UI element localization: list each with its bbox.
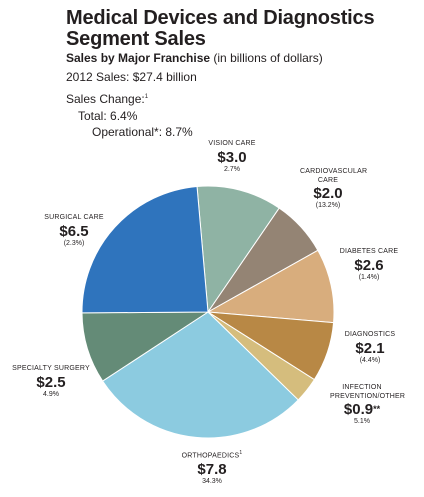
slice-value: $7.8	[197, 460, 227, 478]
pie-slice-surgical-care	[81, 185, 209, 314]
slice-value: $2.0	[313, 185, 343, 202]
slice-name-wrap: ORTHOPAEDICS1	[172, 449, 252, 461]
slice-name: VISION CARE	[208, 140, 256, 147]
slice-value: $2.5	[36, 373, 66, 391]
chart-subtitle: Sales by Major Franchise (in billions of…	[66, 51, 323, 65]
slice-detail: 34.3%	[202, 477, 222, 485]
sales-change-footnote: 1	[144, 94, 149, 100]
subtitle-bold-text: Sales by Major Franchise	[66, 51, 211, 65]
slice-value-wrap: $0.9**	[322, 401, 402, 418]
slice-detail: (1.4%)	[358, 273, 380, 281]
slice-name-footnote: 1	[239, 450, 243, 456]
label-vision-care: VISION CARE $3.0 2.7%	[200, 140, 264, 174]
slice-name: CARDIOVASCULAR CARE	[300, 168, 368, 184]
title-line-1: Medical Devices and Diagnostics	[66, 7, 375, 29]
slice-detail: (13.2%)	[315, 202, 341, 209]
slice-value: $6.5	[59, 222, 89, 240]
label-specialty-surgery: SPECIALTY SURGERY $2.5 4.9%	[4, 365, 98, 399]
pie-slice-orthopaedics	[101, 311, 299, 439]
label-diagnostics: DIAGNOSTICS $2.1 (4.4%)	[338, 331, 402, 365]
slice-name: DIABETES CARE	[339, 248, 399, 255]
title-line-2: Segment Sales	[66, 28, 206, 50]
slice-value: $2.1	[355, 339, 385, 357]
slice-detail: 2.7%	[224, 165, 240, 173]
slice-name: ORTHOPAEDICS	[181, 452, 240, 460]
subtitle-normal-text: (in billions of dollars)	[210, 51, 323, 65]
slice-value-footnote: **	[373, 404, 381, 414]
label-orthopaedics: ORTHOPAEDICS1 $7.8 34.3%	[172, 449, 252, 486]
slice-value: $3.0	[217, 148, 247, 166]
slice-detail: 4.9%	[43, 390, 59, 398]
slice-value: $0.9	[343, 401, 374, 418]
label-cardiovascular-care: CARDIOVASCULAR CARE $2.0 (13.2%)	[296, 168, 368, 210]
slice-name: INFECTION PREVENTION/OTHER	[330, 384, 406, 400]
label-surgical-care: SURGICAL CARE $6.5 (2.3%)	[36, 214, 112, 248]
slice-detail: (2.3%)	[63, 239, 85, 247]
slice-name: SPECIALTY SURGERY	[12, 365, 90, 372]
pie-slice-vision-care	[196, 185, 280, 314]
label-infection-prevention: INFECTION PREVENTION/OTHER $0.9** 5.1%	[322, 384, 406, 426]
slice-name: SURGICAL CARE	[44, 214, 104, 221]
slice-detail: (4.4%)	[359, 356, 381, 364]
sales-change-label: Sales Change:1	[66, 90, 148, 106]
slice-detail: 5.1%	[354, 418, 370, 425]
pie-slices	[81, 185, 335, 439]
pie-slice-diabetes-care	[206, 249, 335, 324]
sales-change-total: Total: 6.4%	[78, 109, 138, 123]
sales-change-operational: Operational*: 8.7%	[92, 125, 193, 139]
page-title: Medical Devices and Diagnostics Segment …	[66, 8, 406, 50]
slice-value: $2.6	[354, 256, 384, 274]
label-diabetes-care: DIABETES CARE $2.6 (1.4%)	[334, 248, 404, 282]
slice-name: DIAGNOSTICS	[344, 331, 396, 338]
sales-change-text: Sales Change:	[66, 92, 145, 106]
sales-2012: 2012 Sales: $27.4 billion	[66, 70, 197, 84]
